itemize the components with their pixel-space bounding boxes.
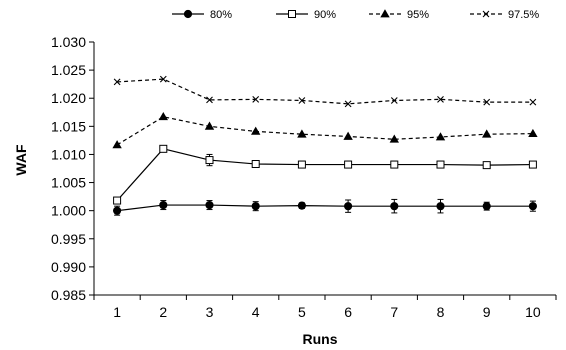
legend-label: 95% bbox=[407, 9, 429, 21]
data-point bbox=[204, 121, 215, 130]
x-tick-label: 6 bbox=[344, 304, 352, 320]
legend-marker bbox=[380, 9, 390, 18]
data-point bbox=[205, 156, 214, 165]
x-tick-label: 1 bbox=[113, 304, 121, 320]
data-point bbox=[159, 75, 167, 83]
x-tick-label: 7 bbox=[390, 304, 398, 320]
data-point bbox=[390, 97, 398, 104]
y-tick-label: 1.005 bbox=[51, 175, 86, 191]
data-point bbox=[344, 100, 352, 108]
y-tick-label: 0.985 bbox=[51, 287, 86, 303]
series-line bbox=[117, 78, 533, 105]
data-point bbox=[529, 98, 537, 106]
data-point bbox=[297, 160, 306, 169]
legend-marker bbox=[482, 10, 490, 18]
legend: 80% 90% 95% 97.5% bbox=[172, 9, 539, 21]
data-point bbox=[112, 140, 122, 149]
y-tick-label: 0.990 bbox=[51, 259, 86, 275]
y-tick-label: 1.025 bbox=[51, 62, 86, 78]
x-axis-ticks: 1 2 3 4 5 6 7 8 9 10 bbox=[93, 295, 557, 320]
data-point bbox=[528, 202, 538, 211]
y-tick-label: 1.030 bbox=[51, 34, 86, 50]
x-tick-label: 2 bbox=[159, 304, 167, 320]
x-axis-title: Runs bbox=[303, 331, 338, 347]
series-95-group bbox=[112, 111, 538, 149]
data-point bbox=[298, 97, 306, 104]
legend-label: 90% bbox=[314, 9, 336, 21]
data-point bbox=[113, 206, 122, 215]
x-tick-label: 5 bbox=[298, 304, 306, 320]
legend-item: 95% bbox=[369, 9, 429, 21]
y-tick-label: 0.995 bbox=[51, 231, 86, 247]
data-point bbox=[113, 78, 121, 86]
data-point bbox=[437, 95, 444, 103]
data-point bbox=[159, 200, 168, 210]
data-point bbox=[528, 160, 537, 169]
data-point bbox=[205, 200, 214, 210]
data-point bbox=[436, 202, 445, 211]
legend-item: 80% bbox=[172, 9, 232, 21]
legend-marker bbox=[288, 10, 296, 18]
y-tick-label: 1.015 bbox=[51, 118, 86, 134]
data-point bbox=[344, 160, 353, 169]
y-axis-title: WAF bbox=[13, 144, 29, 176]
data-point bbox=[251, 202, 260, 211]
data-point bbox=[528, 128, 538, 138]
x-tick-label: 9 bbox=[483, 304, 491, 320]
data-point bbox=[251, 160, 260, 169]
x-tick-label: 10 bbox=[525, 304, 541, 320]
series-90-group bbox=[113, 144, 537, 205]
data-point bbox=[297, 129, 307, 138]
data-point bbox=[482, 202, 491, 211]
data-point bbox=[389, 134, 399, 143]
y-tick-label: 1.000 bbox=[51, 203, 86, 219]
data-point bbox=[251, 126, 261, 135]
data-point bbox=[483, 98, 491, 106]
x-tick-label: 4 bbox=[252, 304, 260, 320]
x-tick-label: 8 bbox=[437, 304, 445, 320]
data-point bbox=[435, 132, 446, 141]
data-point bbox=[297, 201, 306, 210]
series-80-group bbox=[113, 198, 538, 216]
legend-item: 97.5% bbox=[470, 9, 539, 21]
series-line bbox=[116, 148, 533, 201]
data-point bbox=[482, 161, 491, 170]
data-point bbox=[390, 202, 399, 211]
series-line bbox=[117, 204, 533, 212]
data-point bbox=[252, 95, 260, 103]
data-point bbox=[159, 144, 168, 153]
plot-area bbox=[112, 75, 538, 216]
legend-label: 80% bbox=[210, 9, 232, 21]
data-point bbox=[113, 196, 122, 205]
data-point bbox=[390, 160, 399, 169]
legend-item: 90% bbox=[276, 9, 336, 21]
y-axis-ticks: 0.985 0.990 0.995 1.000 1.005 1.010 1.015 1.020… bbox=[51, 34, 94, 303]
data-point bbox=[436, 160, 445, 169]
data-point bbox=[482, 129, 492, 138]
data-point bbox=[343, 131, 353, 140]
series-line bbox=[116, 116, 533, 146]
y-tick-label: 1.010 bbox=[51, 146, 86, 162]
y-tick-label: 1.020 bbox=[51, 90, 86, 106]
series-975-group bbox=[113, 75, 537, 108]
data-point bbox=[344, 202, 353, 211]
x-tick-label: 3 bbox=[206, 304, 214, 320]
data-point bbox=[206, 96, 213, 104]
data-point bbox=[158, 111, 168, 121]
legend-label: 97.5% bbox=[508, 9, 539, 21]
legend-marker bbox=[183, 9, 193, 19]
